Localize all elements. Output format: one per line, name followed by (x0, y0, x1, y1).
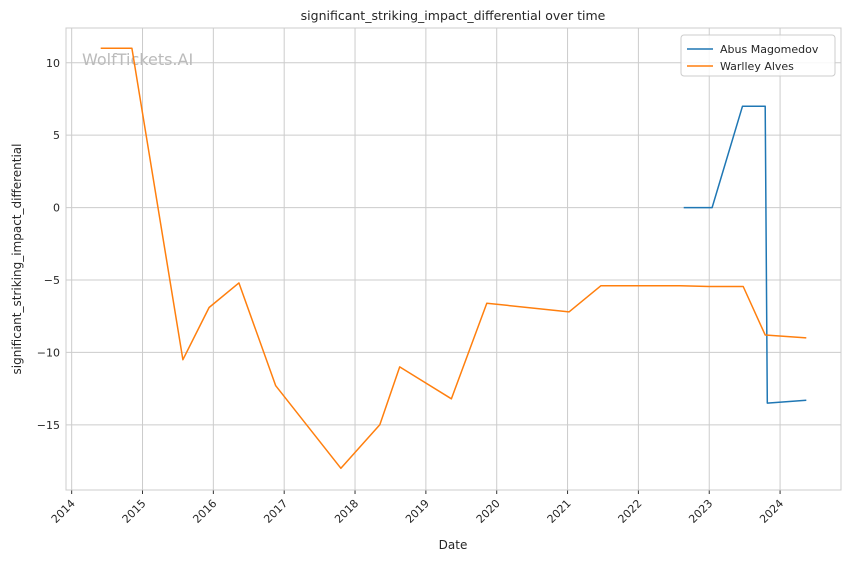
series-line-abus-magomedov (683, 105, 807, 404)
y-tick-labels: 10 5 0 −5 −10 −15 (37, 57, 60, 432)
x-tick-label: 2016 (190, 497, 219, 526)
x-tick-label: 2014 (49, 497, 78, 526)
series-lines (100, 47, 807, 470)
x-tick-labels: 2014 2015 2016 2017 2018 2019 2020 2021 2022 2023… (49, 497, 786, 526)
y-tick-label: 5 (53, 129, 60, 142)
x-tick-label: 2021 (545, 497, 574, 526)
x-tick-label: 2024 (757, 497, 786, 526)
x-tick-label: 2020 (474, 497, 503, 526)
y-tick-label: −15 (37, 419, 60, 432)
x-tick-label: 2019 (403, 497, 432, 526)
chart-title: significant_striking_impact_differential… (301, 8, 606, 23)
grid (66, 28, 841, 494)
legend-label: Abus Magomedov (720, 43, 819, 56)
legend: Abus Magomedov Warlley Alves (680, 34, 836, 77)
y-tick-label: −5 (44, 274, 60, 287)
x-tick-label: 2017 (261, 497, 290, 526)
y-tick-label: 0 (53, 202, 60, 215)
legend-box (680, 34, 836, 77)
x-axis-label: Date (439, 538, 468, 552)
x-tick-label: 2018 (332, 497, 361, 526)
y-tick-label: 10 (46, 57, 60, 70)
series-line-warlley-alves (100, 47, 807, 470)
plot-frame (65, 27, 842, 491)
watermark: WolfTickets.AI (82, 50, 193, 69)
y-tick-label: −10 (37, 346, 60, 359)
x-tick-label: 2015 (120, 497, 149, 526)
legend-label: Warlley Alves (720, 60, 794, 73)
y-axis-label: significant_striking_impact_differential (10, 144, 24, 375)
x-tick-label: 2022 (616, 497, 645, 526)
x-tick-label: 2023 (686, 497, 715, 526)
